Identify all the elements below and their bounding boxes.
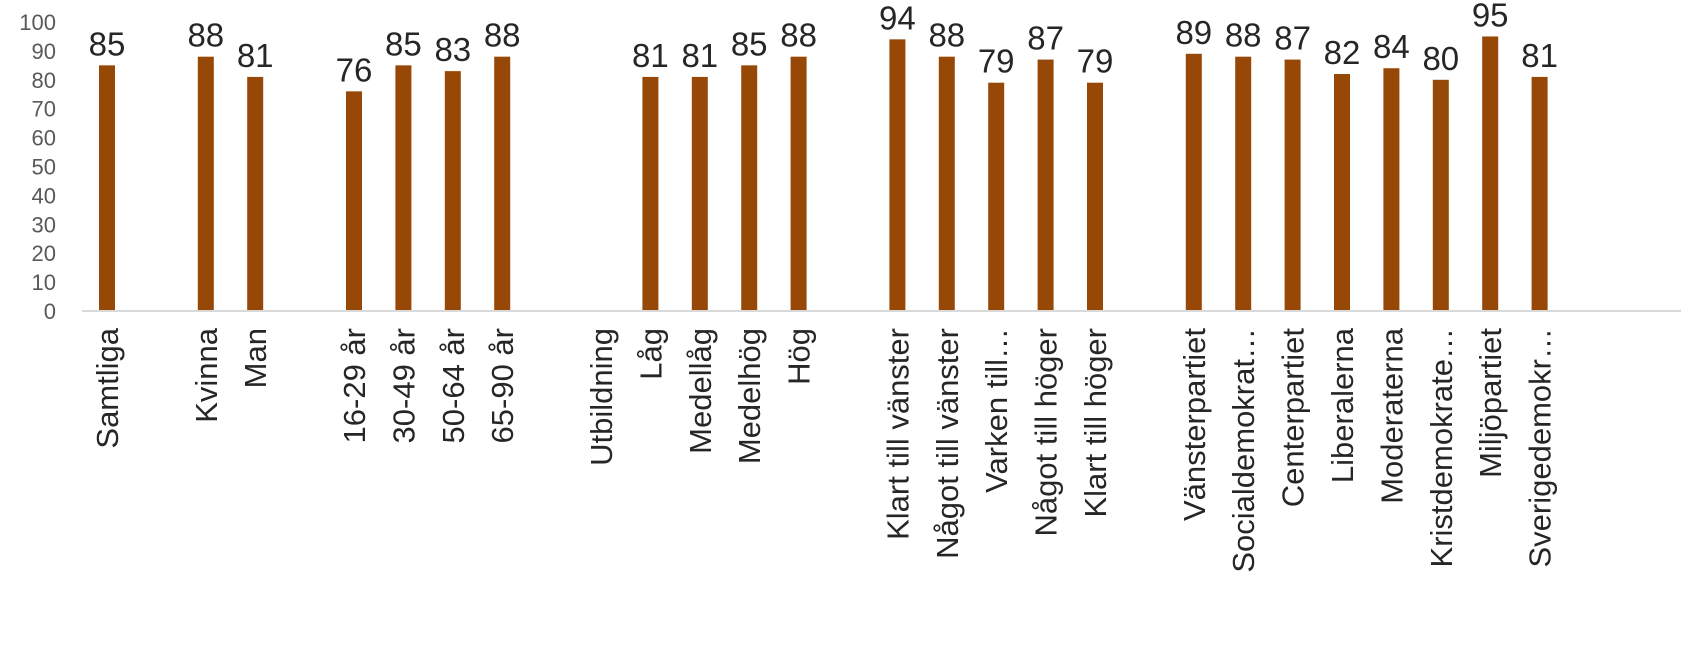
bar [1432,79,1449,311]
data-label: 85 [731,25,768,62]
data-label: 94 [879,0,916,36]
bar [1334,74,1350,312]
x-tick-label: Varken till… [979,328,1014,493]
bar [889,39,906,312]
bar [1482,36,1499,311]
data-label: 80 [1422,40,1459,77]
y-tick-label: 100 [19,10,56,35]
bar [741,65,758,311]
x-tick-label: Kvinna [189,327,224,423]
x-axis-labels: Samtliga Kvinna Man 16-29 år 30-49 år 50-64 å… [90,327,1558,572]
y-tick-label: 30 [32,212,56,237]
x-tick-label: Socialdemokrat… [1226,328,1261,573]
x-tick-label: 65-90 år [485,328,520,443]
y-tick-label: 20 [32,241,56,266]
bar [346,91,362,311]
bar [691,76,708,311]
bar [988,82,1005,311]
x-tick-label: Man [238,328,273,388]
data-label: 81 [681,37,718,74]
data-label: 95 [1472,0,1509,33]
data-label: 81 [1521,37,1558,74]
x-tick-label: Sverigedemokr… [1523,328,1558,567]
x-tick-label: Centerpartiet [1276,328,1311,508]
data-label: 88 [484,17,521,54]
x-tick-label: Medellåg [683,328,718,454]
x-tick-label: Klart till höger [1078,328,1113,518]
data-label: 88 [928,17,965,54]
x-tick-label: 16-29 år [337,328,372,443]
x-tick-label: Låg [633,328,668,380]
bar [1037,59,1054,311]
y-tick-label: 40 [32,183,56,208]
bars [99,36,1548,312]
bar [1284,59,1301,311]
data-label: 87 [1274,20,1311,57]
bar [99,65,115,311]
x-tick-label: Liberalerna [1325,327,1360,483]
bar [642,76,659,311]
y-tick-label: 0 [44,299,56,324]
y-tick-label: 50 [32,155,56,180]
x-tick-label: Medelhög [732,328,767,464]
x-tick-label: Miljöpartiet [1473,328,1508,478]
y-tick-label: 10 [32,270,56,295]
x-tick-label: Hög [782,328,817,385]
bar [790,56,807,312]
data-label: 82 [1324,34,1361,71]
bar [1185,53,1202,311]
data-label: 85 [89,25,126,62]
y-tick-label: 70 [32,97,56,122]
bar [444,71,461,311]
y-tick-label: 60 [32,126,56,151]
bar [1235,56,1252,312]
y-axis: 0 10 20 30 40 50 60 70 80 90 100 [19,10,56,324]
bar [197,56,214,312]
bar [247,76,264,311]
data-labels: 85 88 81 76 85 83 88 81 81 85 88 94 88 79 87 79 89 88 87 82… [89,0,1558,88]
data-label: 84 [1373,28,1410,65]
data-label: 76 [336,51,373,88]
data-label: 79 [978,43,1015,80]
x-tick-label: Samtliga [90,327,125,448]
data-label: 81 [237,37,274,74]
data-label: 83 [434,31,471,68]
data-label: 88 [780,17,817,54]
data-label: 88 [187,17,224,54]
data-label: 87 [1027,20,1064,57]
x-tick-label: Något till höger [1029,328,1064,537]
bar [494,56,511,312]
bar [395,65,412,311]
x-tick-label: Något till vänster [930,328,965,559]
bar [1383,68,1400,312]
y-tick-label: 80 [32,68,56,93]
y-tick-label: 90 [32,39,56,64]
bar [938,56,955,312]
x-tick-label: Utbildning [584,328,619,466]
data-label: 89 [1175,14,1212,51]
data-label: 85 [385,25,422,62]
x-tick-label: Kristdemokrate… [1424,328,1459,567]
data-label: 88 [1225,17,1262,54]
data-label: 79 [1077,43,1114,80]
bar [1531,76,1548,311]
x-tick-label: Klart till vänster [880,328,915,540]
x-tick-label: Moderaterna [1374,327,1409,504]
x-tick-label: 50-64 år [436,328,471,443]
x-tick-label: Vänsterpartiet [1177,328,1212,521]
x-tick-label: 30-49 år [386,328,421,443]
bar [1087,82,1103,311]
data-label: 81 [632,37,669,74]
